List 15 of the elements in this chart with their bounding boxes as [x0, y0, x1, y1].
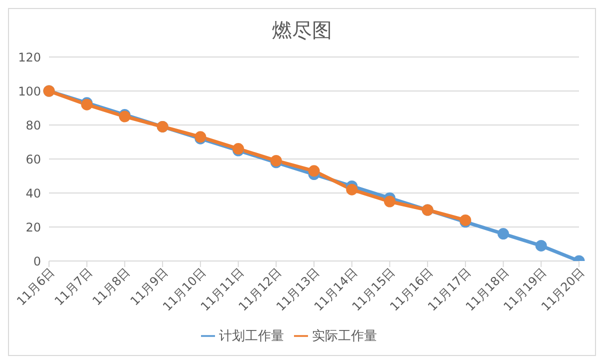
legend-label: 实际工作量: [312, 329, 377, 344]
y-tick-label: 100: [18, 84, 41, 98]
y-tick-label: 20: [26, 220, 41, 234]
point: [308, 165, 320, 177]
y-tick-label: 40: [26, 186, 41, 200]
legend-label: 计划工作量: [219, 329, 284, 344]
y-tick-label: 120: [18, 50, 41, 64]
point: [384, 196, 396, 208]
y-tick-label: 0: [33, 254, 41, 268]
point: [535, 240, 547, 252]
y-tick-label: 80: [26, 118, 41, 132]
chart-title: 燃尽图: [271, 17, 333, 44]
point: [346, 184, 358, 196]
point: [498, 228, 510, 240]
y-tick-label: 60: [26, 152, 41, 166]
